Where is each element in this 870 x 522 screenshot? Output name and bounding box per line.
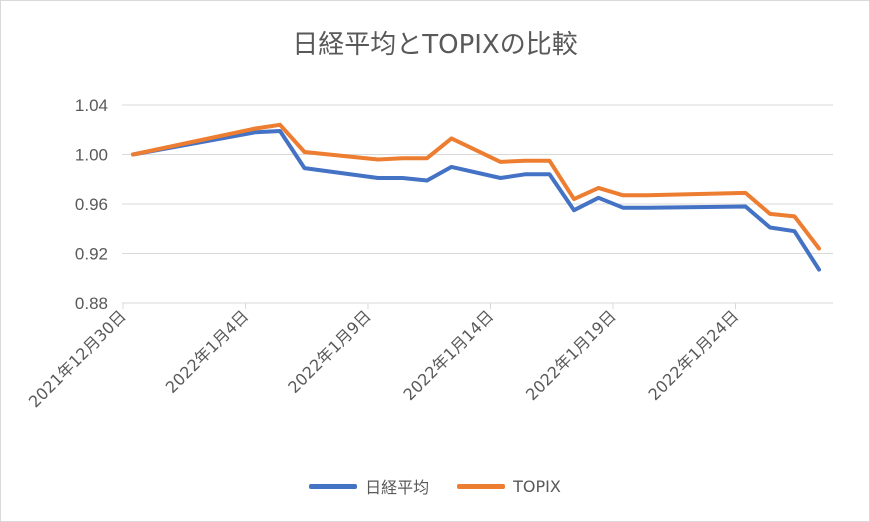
legend-swatch-topix xyxy=(457,483,506,489)
x-tick-label: 2022年1月19日 xyxy=(522,306,620,404)
y-tick-label: 0.92 xyxy=(75,245,108,264)
x-tick-label: 2021年12月30日 xyxy=(25,306,130,411)
x-tick-label: 2022年1月4日 xyxy=(162,306,253,397)
series-line-nikkei xyxy=(131,129,821,272)
series-line-topix xyxy=(131,122,821,251)
legend-label-nikkei: 日経平均 xyxy=(365,478,430,497)
x-tick-label: 2022年1月14日 xyxy=(400,306,498,404)
legend-item-topix: TOPIX xyxy=(457,477,561,496)
legend-swatch-nikkei xyxy=(309,483,358,489)
y-tick-label: 0.96 xyxy=(75,195,108,214)
x-tick-label: 2022年1月24日 xyxy=(645,306,743,404)
x-tick-label: 2022年1月9日 xyxy=(284,306,375,397)
legend-label-topix: TOPIX xyxy=(513,476,561,496)
y-tick-label: 1.04 xyxy=(75,96,108,115)
chart-title: 日経平均とTOPIXの比較 xyxy=(292,30,578,60)
legend-item-nikkei: 日経平均 xyxy=(309,474,429,498)
x-axis: 2021年12月30日 2022年1月4日 2022年1月9日 2022年1月14日 2… xyxy=(25,302,833,411)
y-axis-ticks: 0.88 0.92 0.96 1.00 1.04 xyxy=(75,96,108,313)
y-tick-label: 0.88 xyxy=(75,294,108,313)
y-tick-label: 1.00 xyxy=(75,146,108,165)
series-lines xyxy=(131,122,821,272)
gridlines xyxy=(122,104,833,254)
legend: 日経平均 TOPIX xyxy=(0,474,870,498)
